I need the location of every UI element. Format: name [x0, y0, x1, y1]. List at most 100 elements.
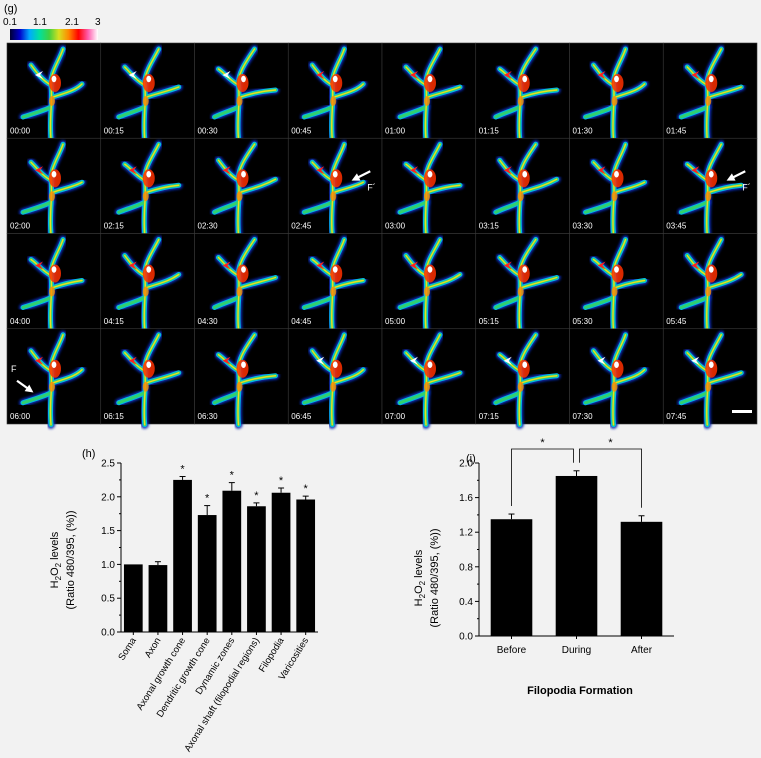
- comparison-star: *: [608, 437, 613, 449]
- frame-04-15: 04:15: [100, 233, 195, 334]
- frame-timestamp: 02:15: [104, 222, 125, 231]
- chart-h-panel-label: (h): [82, 448, 95, 460]
- y-tick-label: 1.6: [459, 493, 473, 504]
- x-tick-label: Axon: [143, 636, 164, 660]
- frame-00-45: 00:45: [287, 42, 383, 143]
- hotspot-orange: [49, 191, 55, 202]
- hotspot-white: [427, 361, 433, 368]
- bar-dendritic-growth-cone: [197, 515, 217, 632]
- hotspot-white: [614, 75, 619, 83]
- hotspot-orange: [330, 191, 337, 202]
- hotspot-orange: [424, 381, 430, 392]
- arrowhead-marker: [222, 166, 231, 175]
- frame-06-30: 06:30: [194, 328, 289, 429]
- neurite-path: [398, 296, 428, 309]
- hotspot-white: [708, 266, 714, 273]
- hotspot-orange: [49, 96, 55, 106]
- hotspot-white: [241, 171, 246, 178]
- x-tick-label: After: [631, 645, 653, 656]
- arrowhead-marker: [410, 71, 418, 79]
- neurite-path: [21, 296, 53, 309]
- hotspot-white: [146, 171, 152, 178]
- frame-02-45: 02:45: [287, 137, 383, 239]
- frame-06-15: 06:15: [100, 328, 195, 429]
- neurite-path: [521, 89, 558, 98]
- neurite-path: [239, 276, 277, 289]
- comparison-star: *: [540, 437, 545, 449]
- neurite-path: [52, 181, 83, 193]
- hotspot-orange: [611, 286, 618, 297]
- frame-01-30: 01:30: [569, 42, 664, 143]
- neurite-path: [302, 200, 334, 214]
- annotation-arrow: F: [11, 364, 34, 393]
- hotspot-white: [241, 266, 246, 273]
- frame-07-45: 07:45: [662, 328, 758, 429]
- arrowhead-marker: [316, 71, 325, 79]
- neurite-path: [239, 375, 277, 384]
- neurite-path: [21, 105, 53, 119]
- neurite-path: [521, 178, 558, 193]
- y-tick-label: 1.5: [101, 526, 115, 537]
- neurite-path: [398, 200, 428, 214]
- arrowhead-marker: [35, 71, 43, 79]
- arrowhead-marker: [35, 166, 43, 175]
- hotspot-orange: [330, 381, 337, 392]
- neurite-path: [494, 296, 522, 309]
- neurite-path: [708, 372, 742, 384]
- comparison-bracket: [579, 448, 642, 508]
- hotspot-white: [146, 75, 152, 83]
- hotspot-orange: [142, 381, 149, 392]
- frame-timestamp: 06:00: [10, 412, 31, 421]
- frame-timestamp: 03:00: [385, 222, 406, 231]
- hotspot-orange: [142, 191, 149, 202]
- neurite-path: [494, 391, 522, 405]
- neurite-path: [679, 105, 709, 119]
- chart-i-panel-label: (i): [466, 453, 476, 465]
- bar-dynamic-zones: [222, 490, 242, 632]
- neurite-path: [398, 391, 428, 405]
- hotspot-red: [705, 359, 718, 378]
- hotspot-white: [51, 266, 57, 273]
- hotspot-white: [708, 171, 714, 178]
- hotspot-red: [705, 74, 718, 92]
- hotspot-white: [614, 361, 619, 368]
- arrowhead-marker: [503, 71, 512, 79]
- frame-05-45: 05:45: [662, 233, 758, 334]
- neurite-path: [213, 200, 240, 214]
- arrowhead-marker: [316, 261, 325, 270]
- frame-01-15: 01:15: [475, 42, 570, 143]
- frame-03-15: 03:15: [475, 137, 570, 239]
- arrowhead-marker: [597, 166, 606, 175]
- neurite-path: [146, 273, 180, 289]
- neurite-path: [427, 273, 461, 289]
- arrow-head: [351, 173, 361, 181]
- hotspot-orange: [705, 381, 712, 392]
- arrowhead-marker: [128, 261, 137, 270]
- colorbar: 0.1 1.1 2.1 3: [3, 17, 101, 40]
- neurite-path: [302, 296, 334, 309]
- neurite-path: [146, 184, 180, 193]
- arrow-head: [24, 384, 34, 393]
- bar-axonal-shaft-filopodial-regions-: [247, 506, 266, 632]
- hotspot-orange: [49, 286, 55, 297]
- arrowhead-marker: [691, 71, 700, 79]
- panel-g-label: (g): [4, 3, 17, 15]
- colorbar-tick-0: 0.1: [3, 17, 17, 28]
- arrowhead-marker: [503, 166, 512, 175]
- hotspot-orange: [705, 96, 712, 106]
- neurite-path: [427, 184, 461, 193]
- annotation-arrow: F´: [726, 170, 751, 192]
- hotspot-orange: [236, 96, 243, 106]
- hotspot-white: [427, 75, 433, 83]
- frame-01-45: 01:45: [662, 42, 758, 143]
- frame-timestamp: 02:30: [198, 222, 219, 231]
- hotspot-orange: [611, 96, 618, 106]
- frame-timestamp: 04:00: [10, 317, 31, 326]
- hotspot-white: [146, 361, 152, 368]
- neurite-path: [614, 181, 646, 193]
- hotspot-orange: [236, 191, 243, 202]
- neurite-path: [679, 200, 709, 214]
- significance-star: *: [304, 483, 309, 495]
- annotation-arrow: F´: [351, 170, 376, 192]
